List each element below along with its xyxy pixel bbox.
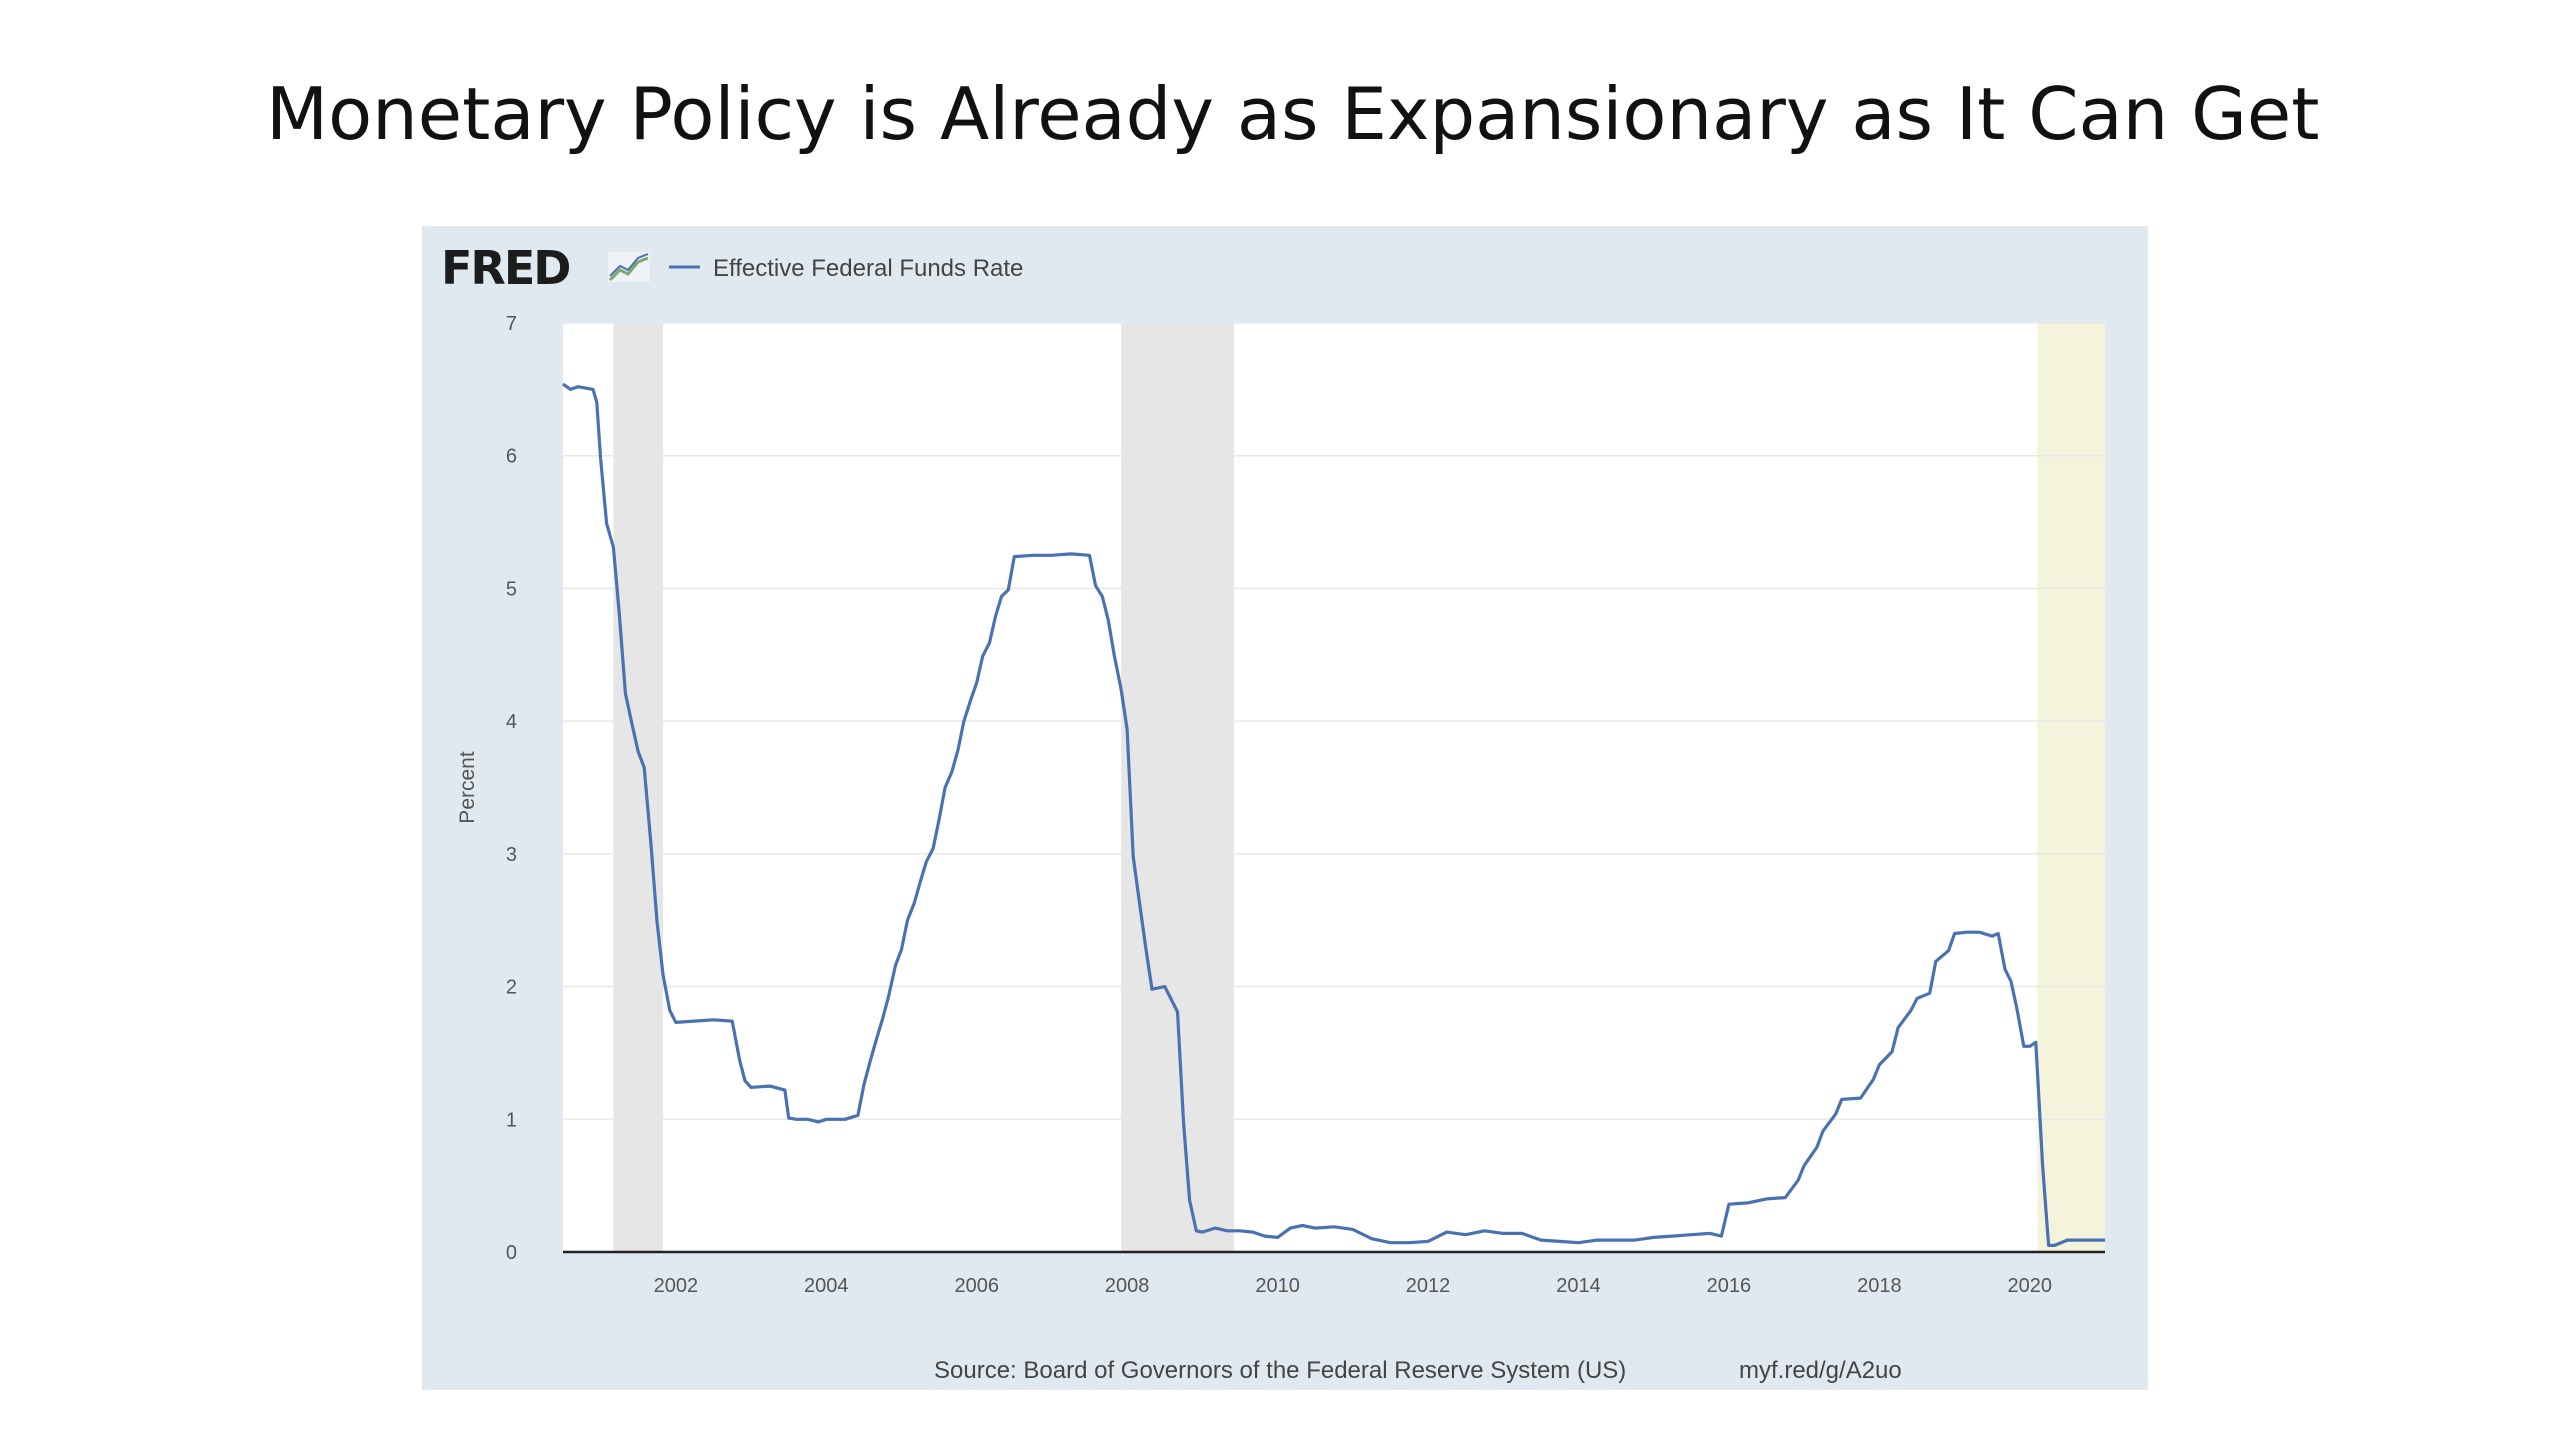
recession-band [1121,323,1234,1252]
y-tick-label: 1 [506,1109,517,1131]
y-tick-label: 5 [506,578,517,600]
x-tick-label: 2012 [1406,1275,1451,1297]
x-axis-ticks: 2002 2004 2006 2008 2010 2012 2014 2016 2018 2020 [654,1275,2052,1297]
plot-area [563,323,2105,1252]
x-tick-label: 2004 [804,1275,849,1297]
x-tick-label: 2010 [1255,1275,1300,1297]
x-tick-label: 2002 [654,1275,699,1297]
y-tick-label: 2 [506,977,517,999]
y-tick-label: 7 [506,313,517,335]
x-tick-label: 2018 [1857,1275,1902,1297]
y-tick-label: 0 [506,1242,517,1264]
x-tick-label: 2008 [1105,1275,1150,1297]
recession-band [613,323,664,1252]
fred-logo[interactable]: FRED [441,241,571,295]
series-line-effective-federal-funds-rate[interactable] [562,382,2105,1247]
gridlines [563,322,2105,1121]
y-tick-label: 3 [506,844,517,866]
shaded-periods [613,323,2105,1252]
y-tick-label: 6 [506,446,517,468]
y-tick-label: 4 [506,711,517,733]
fred-chart-panel: FRED Effective Federal Funds Rate 0 1 2 3 4 5… [422,226,2148,1390]
slide-title: Monetary Policy is Already as Expansiona… [266,72,2320,156]
chart-svg: FRED Effective Federal Funds Rate 0 1 2 3 4 5… [441,241,2105,1384]
y-axis-label: Percent [456,751,479,824]
x-tick-label: 2006 [954,1275,999,1297]
legend-label[interactable]: Effective Federal Funds Rate [713,255,1023,282]
short-url-link[interactable]: myf.red/g/A2uo [1739,1357,1902,1384]
x-tick-label: 2014 [1556,1275,1601,1297]
highlight-band [2037,323,2105,1252]
chart-line-icon [608,252,650,282]
x-tick-label: 2020 [2008,1275,2053,1297]
y-axis-ticks: 0 1 2 3 4 5 6 7 [506,313,517,1264]
fred-header: FRED Effective Federal Funds Rate [441,241,1023,295]
x-tick-label: 2016 [1707,1275,1752,1297]
source-text: Source: Board of Governors of the Federa… [934,1357,1626,1384]
